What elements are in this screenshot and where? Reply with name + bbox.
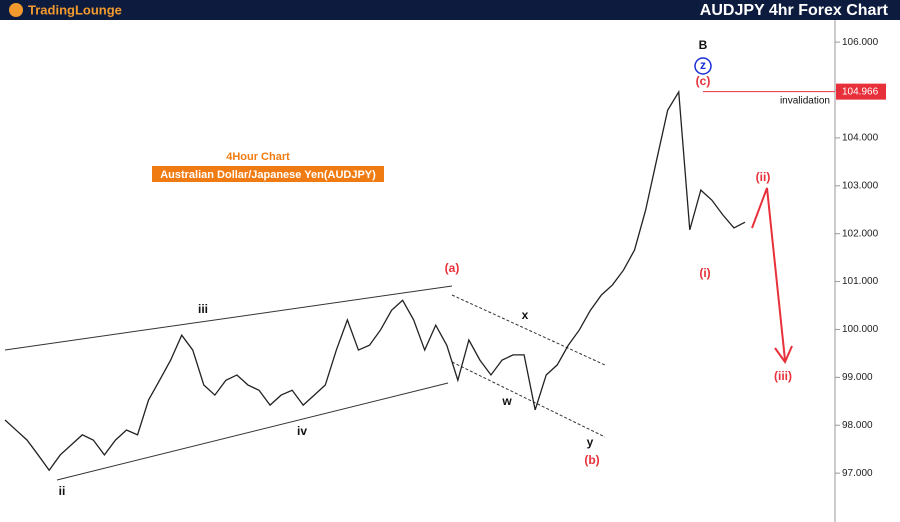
invalidation-label: invalidation (780, 95, 830, 106)
chart-subtitle: 4Hour Chart (226, 151, 290, 163)
y-tick-label: 104.000 (842, 133, 879, 144)
wave-label: (iii) (774, 369, 792, 383)
y-tick-label: 97.000 (842, 468, 873, 479)
trendlines (4, 285, 606, 481)
price-line (4, 89, 746, 472)
wave-label: x (522, 308, 529, 322)
wave-label: iii (198, 302, 208, 316)
wave-label: iv (297, 424, 307, 438)
wave-label: (c) (696, 74, 711, 88)
header-bar (0, 0, 900, 20)
wave-label: ii (59, 484, 66, 498)
wave-circle (694, 57, 712, 75)
header-title: AUDJPY 4hr Forex Chart (700, 2, 889, 19)
logo-icon (9, 3, 23, 17)
wave-label: (ii) (756, 170, 771, 184)
invalidation-price: 104.966 (842, 86, 879, 97)
wave-label: z (700, 58, 706, 72)
y-tick-label: 99.000 (842, 372, 873, 383)
y-tick-label: 106.000 (842, 37, 879, 48)
title-box (152, 166, 384, 182)
wave-label: (a) (445, 261, 460, 275)
y-tick-label: 101.000 (842, 276, 879, 287)
wave-label: w (501, 394, 512, 408)
projection-arrow (751, 187, 793, 365)
y-tick-label: 98.000 (842, 420, 873, 431)
y-tick-label: 103.000 (842, 180, 879, 191)
y-tick-label: 100.000 (842, 324, 879, 335)
logo: TradingLounge (28, 2, 122, 17)
wave-label: (i) (699, 266, 710, 280)
invalidation-box (836, 83, 886, 100)
y-tick-label: 102.000 (842, 228, 879, 239)
wave-label: y (587, 435, 594, 449)
chart-title: Australian Dollar/Japanese Yen(AUDJPY) (160, 169, 376, 181)
wave-label: (b) (584, 453, 599, 467)
wave-label: B (699, 38, 708, 52)
